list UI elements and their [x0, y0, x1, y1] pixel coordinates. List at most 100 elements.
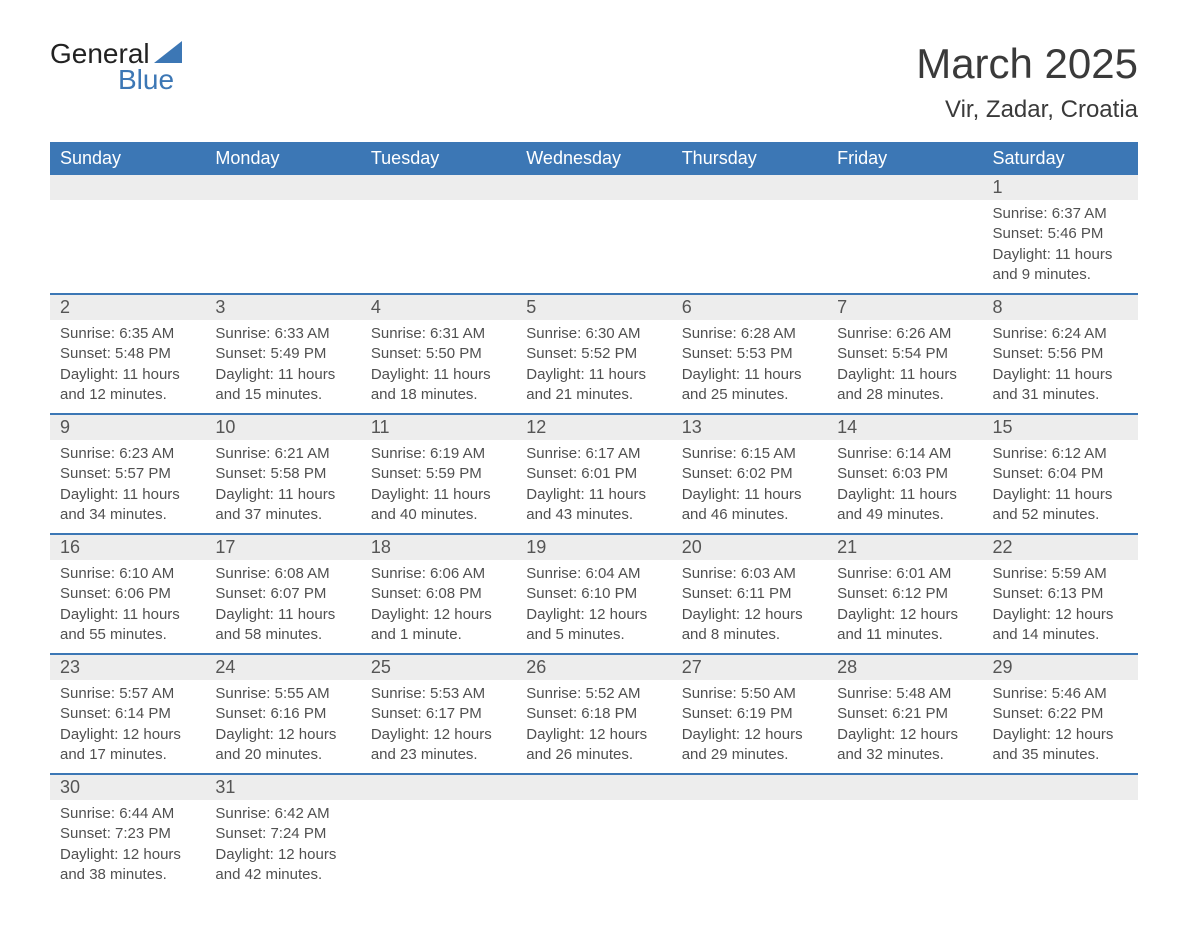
sunrise-text: Sunrise: 6:31 AM — [371, 324, 506, 344]
day-number-cell: 4 — [361, 294, 516, 320]
day-number-cell: 2 — [50, 294, 205, 320]
day-info-cell: Sunrise: 5:55 AMSunset: 6:16 PMDaylight:… — [205, 680, 360, 774]
sunrise-text: Sunrise: 5:55 AM — [215, 684, 350, 704]
sunrise-text: Sunrise: 5:46 AM — [993, 684, 1128, 704]
day-info-cell: Sunrise: 6:08 AMSunset: 6:07 PMDaylight:… — [205, 560, 360, 654]
day-info-cell — [672, 200, 827, 294]
sunset-text: Sunset: 5:59 PM — [371, 464, 506, 484]
day-number-cell: 22 — [983, 534, 1138, 560]
day-of-week-row: SundayMondayTuesdayWednesdayThursdayFrid… — [50, 142, 1138, 175]
day-number-cell: 5 — [516, 294, 671, 320]
daylight1-text: Daylight: 11 hours — [60, 365, 195, 385]
daylight1-text: Daylight: 11 hours — [993, 245, 1128, 265]
day-number-cell: 30 — [50, 774, 205, 800]
day-number-cell — [827, 774, 982, 800]
day-info-cell: Sunrise: 6:19 AMSunset: 5:59 PMDaylight:… — [361, 440, 516, 534]
day-number-cell: 21 — [827, 534, 982, 560]
sunset-text: Sunset: 6:18 PM — [526, 704, 661, 724]
header: General Blue March 2025 Vir, Zadar, Croa… — [50, 40, 1138, 124]
day-number-cell: 25 — [361, 654, 516, 680]
sunrise-text: Sunrise: 6:33 AM — [215, 324, 350, 344]
day-number-cell: 23 — [50, 654, 205, 680]
dow-friday: Friday — [827, 142, 982, 175]
day-info-cell: Sunrise: 6:06 AMSunset: 6:08 PMDaylight:… — [361, 560, 516, 654]
day-number-cell: 14 — [827, 414, 982, 440]
sunset-text: Sunset: 6:10 PM — [526, 584, 661, 604]
day-info-cell — [672, 800, 827, 893]
sunset-text: Sunset: 6:02 PM — [682, 464, 817, 484]
sunset-text: Sunset: 6:01 PM — [526, 464, 661, 484]
daylight1-text: Daylight: 11 hours — [993, 365, 1128, 385]
day-info-cell: Sunrise: 6:33 AMSunset: 5:49 PMDaylight:… — [205, 320, 360, 414]
day-info-cell: Sunrise: 6:03 AMSunset: 6:11 PMDaylight:… — [672, 560, 827, 654]
sunrise-text: Sunrise: 5:59 AM — [993, 564, 1128, 584]
week-1-daynum-row: 2345678 — [50, 294, 1138, 320]
day-info-cell: Sunrise: 6:37 AMSunset: 5:46 PMDaylight:… — [983, 200, 1138, 294]
daylight2-text: and 20 minutes. — [215, 745, 350, 765]
daylight1-text: Daylight: 12 hours — [993, 725, 1128, 745]
daylight1-text: Daylight: 11 hours — [371, 365, 506, 385]
week-2-daynum-row: 9101112131415 — [50, 414, 1138, 440]
dow-saturday: Saturday — [983, 142, 1138, 175]
daylight2-text: and 1 minute. — [371, 625, 506, 645]
page-title: March 2025 — [916, 40, 1138, 88]
day-info-cell: Sunrise: 6:01 AMSunset: 6:12 PMDaylight:… — [827, 560, 982, 654]
day-number-cell: 9 — [50, 414, 205, 440]
sunrise-text: Sunrise: 6:15 AM — [682, 444, 817, 464]
sunset-text: Sunset: 6:12 PM — [837, 584, 972, 604]
daylight1-text: Daylight: 11 hours — [526, 365, 661, 385]
sunrise-text: Sunrise: 5:53 AM — [371, 684, 506, 704]
day-number-cell — [983, 774, 1138, 800]
sunset-text: Sunset: 6:16 PM — [215, 704, 350, 724]
daylight1-text: Daylight: 12 hours — [371, 725, 506, 745]
sunset-text: Sunset: 6:21 PM — [837, 704, 972, 724]
sunrise-text: Sunrise: 6:26 AM — [837, 324, 972, 344]
daylight1-text: Daylight: 11 hours — [837, 365, 972, 385]
day-number-cell: 24 — [205, 654, 360, 680]
day-number-cell: 7 — [827, 294, 982, 320]
day-info-cell — [361, 200, 516, 294]
day-number-cell: 10 — [205, 414, 360, 440]
sunrise-text: Sunrise: 6:08 AM — [215, 564, 350, 584]
daylight2-text: and 26 minutes. — [526, 745, 661, 765]
day-number-cell — [361, 175, 516, 200]
day-number-cell: 12 — [516, 414, 671, 440]
dow-monday: Monday — [205, 142, 360, 175]
day-info-cell — [50, 200, 205, 294]
sunrise-text: Sunrise: 6:21 AM — [215, 444, 350, 464]
sunrise-text: Sunrise: 6:23 AM — [60, 444, 195, 464]
daylight1-text: Daylight: 12 hours — [993, 605, 1128, 625]
day-info-cell — [361, 800, 516, 893]
sunrise-text: Sunrise: 6:04 AM — [526, 564, 661, 584]
sunset-text: Sunset: 5:56 PM — [993, 344, 1128, 364]
day-number-cell: 31 — [205, 774, 360, 800]
sunrise-text: Sunrise: 5:50 AM — [682, 684, 817, 704]
sunrise-text: Sunrise: 5:52 AM — [526, 684, 661, 704]
sunrise-text: Sunrise: 6:44 AM — [60, 804, 195, 824]
sunset-text: Sunset: 5:50 PM — [371, 344, 506, 364]
sunset-text: Sunset: 6:04 PM — [993, 464, 1128, 484]
daylight2-text: and 17 minutes. — [60, 745, 195, 765]
daylight1-text: Daylight: 12 hours — [526, 605, 661, 625]
day-number-cell: 18 — [361, 534, 516, 560]
sunset-text: Sunset: 6:07 PM — [215, 584, 350, 604]
sunrise-text: Sunrise: 6:14 AM — [837, 444, 972, 464]
day-info-cell: Sunrise: 6:42 AMSunset: 7:24 PMDaylight:… — [205, 800, 360, 893]
daylight1-text: Daylight: 12 hours — [215, 845, 350, 865]
day-info-cell — [983, 800, 1138, 893]
logo: General Blue — [50, 40, 182, 94]
sunrise-text: Sunrise: 5:48 AM — [837, 684, 972, 704]
day-info-cell: Sunrise: 6:12 AMSunset: 6:04 PMDaylight:… — [983, 440, 1138, 534]
daylight2-text: and 9 minutes. — [993, 265, 1128, 285]
day-number-cell — [516, 175, 671, 200]
logo-text-2: Blue — [118, 66, 182, 94]
daylight1-text: Daylight: 11 hours — [215, 485, 350, 505]
day-info-cell: Sunrise: 5:53 AMSunset: 6:17 PMDaylight:… — [361, 680, 516, 774]
daylight2-text: and 25 minutes. — [682, 385, 817, 405]
week-1-info-row: Sunrise: 6:35 AMSunset: 5:48 PMDaylight:… — [50, 320, 1138, 414]
sunrise-text: Sunrise: 6:30 AM — [526, 324, 661, 344]
day-number-cell: 3 — [205, 294, 360, 320]
daylight1-text: Daylight: 12 hours — [837, 725, 972, 745]
day-info-cell: Sunrise: 6:44 AMSunset: 7:23 PMDaylight:… — [50, 800, 205, 893]
sunset-text: Sunset: 6:17 PM — [371, 704, 506, 724]
